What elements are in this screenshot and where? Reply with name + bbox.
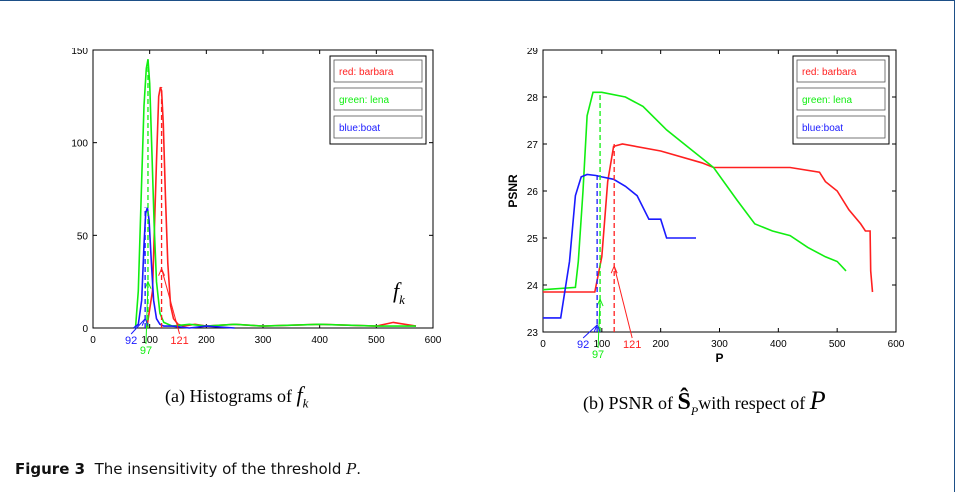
threshold-label-green: 97 [592, 349, 604, 361]
x-tick-label: 200 [198, 335, 215, 346]
x-tick-label: 400 [311, 335, 328, 346]
x-tick-label: 100 [593, 339, 610, 350]
y-tick-label: 50 [77, 231, 89, 242]
psnr-chart: 0 100 200 300 400 500 600 23 24 25 26 27 28 29 P PSNR 12… [506, 48, 905, 365]
x-axis-label: P [715, 351, 723, 365]
y-tick-label: 100 [71, 139, 88, 150]
legend-item [796, 87, 886, 111]
legend-item [333, 115, 423, 139]
subcaption-b-text: (b) PSNR of [583, 393, 674, 413]
y-tick-label: 150 [71, 48, 88, 57]
legend-label-green: green: lena [802, 95, 852, 106]
y-tick-label: 25 [527, 234, 539, 245]
legend-item [796, 115, 886, 139]
fk-label-sub: k [399, 292, 405, 307]
series-line-red [543, 143, 874, 293]
threshold-label-green: 97 [140, 345, 152, 357]
figure-caption-end: . [356, 460, 361, 478]
x-tick-label: 600 [888, 339, 905, 350]
threshold-arrowhead-red [158, 267, 166, 276]
subcaption-b-math2: P [809, 386, 826, 415]
legend-label-blue: blue:boat [802, 123, 843, 134]
chart-panel-psnr: 0 100 200 300 400 500 600 23 24 25 26 27 28 29 P PSNR 12… [505, 48, 910, 366]
y-tick-label: 23 [527, 328, 539, 339]
figure-caption-text: The insensitivity of the threshold [94, 460, 342, 478]
legend-item [333, 87, 423, 111]
y-tick-label: 24 [527, 281, 539, 292]
figure-caption-math: P [346, 460, 357, 478]
threshold-arrowhead-red [610, 264, 618, 274]
x-tick-label: 300 [255, 335, 272, 346]
series-line-blue [133, 207, 235, 329]
threshold-label-red: 121 [170, 335, 188, 347]
x-tick-label: 600 [425, 335, 442, 346]
x-tick-label: 500 [368, 335, 385, 346]
x-tick-label: 400 [770, 339, 787, 350]
subcaption-b-math-var: Ŝ [677, 389, 691, 415]
subcaption-b: (b) PSNR of ŜPwith respect of P [583, 386, 826, 419]
subcaption-a-math-var: f [296, 382, 303, 407]
subcaption-a-math-sub: k [302, 395, 309, 411]
figure-label: Figure 3 [15, 460, 86, 478]
figure-caption: Figure 3 The insensitivity of the thresh… [15, 460, 361, 478]
legend-item [333, 59, 423, 83]
threshold-arrow-red [613, 266, 633, 339]
series-line-green [542, 91, 847, 291]
threshold-arrowhead-blue [141, 317, 149, 326]
threshold-arrow-green [145, 281, 149, 345]
threshold-arrow-green [597, 299, 601, 349]
subcaption-b-suffix: with respect of [698, 393, 806, 413]
x-tick-label: 200 [652, 339, 669, 350]
threshold-arrow-red [161, 268, 181, 335]
x-tick-label: 500 [829, 339, 846, 350]
subcaption-a-text: (a) Histograms of [165, 386, 292, 406]
y-tick-label: 26 [527, 187, 539, 198]
legend-label-red: red: barbara [339, 67, 394, 78]
threshold-label-blue: 92 [125, 335, 137, 347]
threshold-arrowhead-green [596, 297, 604, 307]
threshold-arrow-blue [582, 324, 598, 339]
chart-panel-histograms: 0 100 200 300 400 500 600 0 50 100 150 121 97 92 red: … [55, 48, 455, 360]
threshold-arrowhead-green [144, 280, 152, 289]
x-tick-label: 0 [540, 339, 546, 350]
y-tick-label: 28 [527, 93, 539, 104]
x-tick-label: 100 [141, 335, 158, 346]
threshold-arrowhead-blue [593, 323, 601, 333]
threshold-label-red: 121 [623, 339, 641, 351]
y-tick-label: 29 [527, 48, 539, 57]
subcaption-b-math: ŜP [677, 389, 699, 418]
y-axis-label: PSNR [506, 174, 520, 208]
legend-item [796, 59, 886, 83]
x-tick-label: 0 [90, 335, 96, 346]
series-line-green [134, 59, 416, 329]
subcaption-a: (a) Histograms of fk [165, 382, 308, 411]
legend-label-green: green: lena [339, 95, 389, 106]
subcaption-b-math-sub: P [690, 403, 699, 418]
x-tick-label: 300 [711, 339, 728, 350]
series-line-blue [543, 173, 696, 319]
y-tick-label: 27 [527, 140, 539, 151]
y-tick-label: 0 [82, 324, 88, 335]
subcaption-a-math: fk [296, 382, 309, 411]
legend-label-red: red: barbara [802, 67, 857, 78]
threshold-arrow-blue [130, 318, 146, 335]
threshold-label-blue: 92 [577, 339, 589, 351]
legend-label-blue: blue:boat [339, 123, 380, 134]
